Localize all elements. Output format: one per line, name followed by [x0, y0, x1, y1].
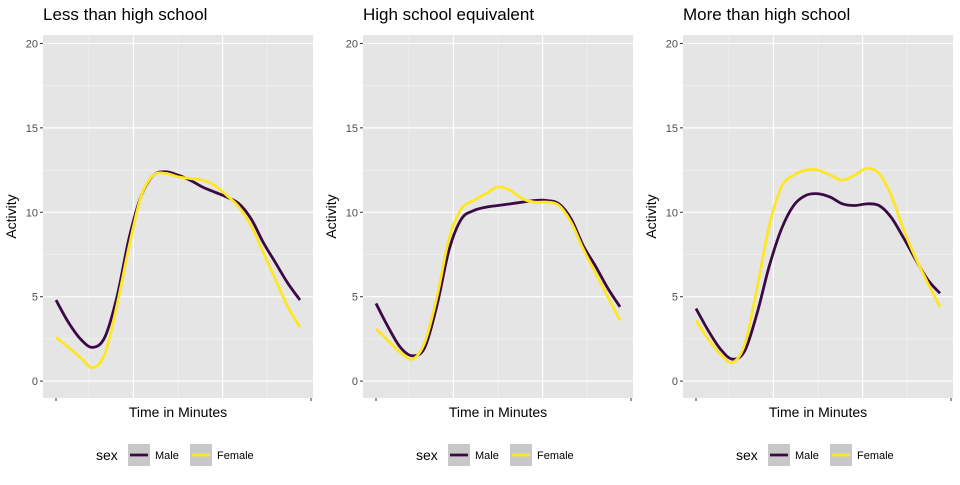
y-tick-label: 5 [32, 292, 38, 304]
y-tick-label: 0 [32, 376, 38, 388]
series-line-male [54, 170, 302, 349]
y-tick-label: 5 [352, 292, 358, 304]
panel-title: More than high school [683, 5, 850, 24]
panel-title: Less than high school [43, 5, 207, 24]
legend-title: sex [736, 447, 758, 463]
y-tick-label: 15 [666, 123, 678, 135]
y-axis-title: Activity [643, 194, 659, 238]
legend: sex Male Female [96, 444, 254, 466]
legend-label-female: Female [857, 450, 894, 462]
y-tick-label: 0 [672, 376, 678, 388]
x-axis-title: Time in Minutes [129, 404, 227, 420]
panel-title: High school equivalent [363, 5, 534, 24]
legend-label-male: Male [795, 450, 819, 462]
facet-panel-3: 0 5 10 15 20 More than high school Time in Min… [643, 5, 953, 466]
y-tick-label: 15 [26, 123, 38, 135]
y-tick-label: 5 [672, 292, 678, 304]
facet-panel-1: 0 5 10 15 20 Less than high school Time in Min… [3, 5, 313, 466]
y-tick-label: 0 [352, 376, 358, 388]
y-tick-label: 20 [666, 38, 678, 50]
y-axis-title: Activity [323, 194, 339, 238]
legend-title: sex [416, 447, 438, 463]
y-tick-label: 10 [346, 207, 358, 219]
legend: sex Male Female [736, 444, 894, 466]
series-line-female [375, 185, 622, 361]
legend-label-female: Female [537, 450, 574, 462]
legend: sex Male Female [416, 444, 574, 466]
legend-title: sex [96, 447, 118, 463]
legend-label-male: Male [475, 450, 499, 462]
y-tick-label: 10 [666, 207, 678, 219]
y-axis-title: Activity [3, 194, 19, 238]
x-axis-title: Time in Minutes [449, 404, 547, 420]
legend-label-male: Male [155, 450, 179, 462]
series-line-female [694, 166, 942, 365]
facet-panel-2: 0 5 10 15 20 High school equivalent Time in Mi… [323, 5, 633, 466]
y-tick-label: 15 [346, 123, 358, 135]
x-axis-title: Time in Minutes [769, 404, 867, 420]
y-tick-label: 20 [26, 38, 38, 50]
y-tick-label: 10 [26, 207, 38, 219]
series-line-female [55, 171, 302, 370]
y-tick-label: 20 [346, 38, 358, 50]
legend-label-female: Female [217, 450, 254, 462]
